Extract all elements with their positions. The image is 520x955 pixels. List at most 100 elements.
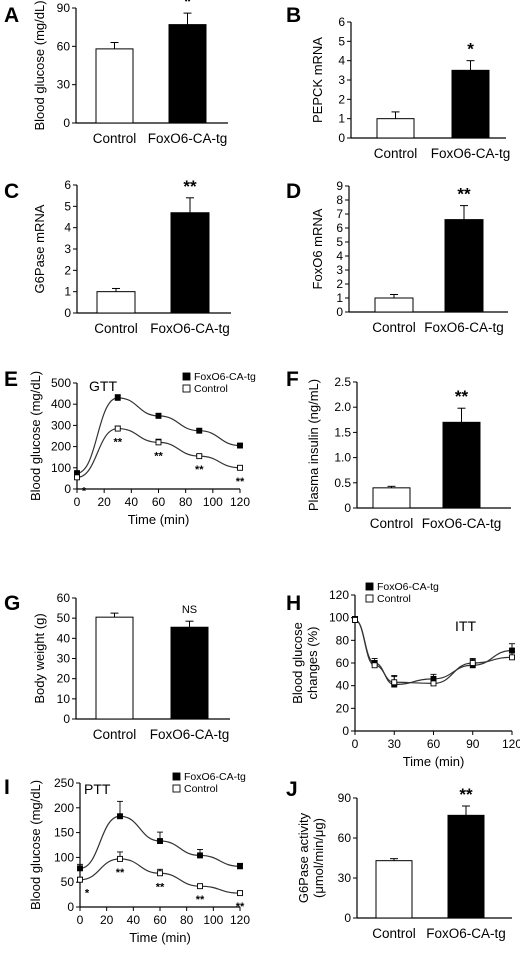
x-tick-label: 80 xyxy=(179,495,193,509)
y-tick-label: 300 xyxy=(51,418,71,432)
y-axis-label-group-7: Blood glucose changes (%) xyxy=(290,622,320,704)
y-tick-label: 4 xyxy=(64,221,71,235)
data-point xyxy=(157,870,163,877)
significance-label: * xyxy=(85,888,90,900)
y-tick-label: 5 xyxy=(336,235,343,249)
y-tick-label: 3 xyxy=(338,73,345,87)
data-point xyxy=(77,876,83,883)
y-tick-label: 0 xyxy=(342,724,349,738)
significance-label: ** xyxy=(183,177,197,196)
data-point xyxy=(74,474,80,481)
panel-label: H xyxy=(286,592,301,615)
category-label: Control xyxy=(372,926,416,941)
legend-label: Control xyxy=(184,783,218,795)
significance-label: * xyxy=(184,0,191,11)
y-tick-label: 6 xyxy=(338,15,345,29)
significance-label: ** xyxy=(113,437,122,449)
legend-marker xyxy=(365,582,374,591)
y-tick-label: 500 xyxy=(51,376,71,390)
category-label: FoxO6-CA-tg xyxy=(426,926,506,941)
category-label: FoxO6-CA-tg xyxy=(150,321,230,336)
x-tick-label: 80 xyxy=(180,913,194,927)
x-tick-label: 100 xyxy=(203,495,223,509)
legend-label: Control xyxy=(194,383,228,395)
chart-title: PTT xyxy=(84,781,111,797)
y-tick-label: 50 xyxy=(61,875,75,889)
x-axis-label: Time (min) xyxy=(128,512,190,527)
panel-label: E xyxy=(4,368,18,391)
panel-G: G 0 10 20 30 40 50 60 Control FoxO6-CA-tg NS xyxy=(4,591,230,742)
y-tick-label: 0 xyxy=(63,116,70,130)
data-point xyxy=(77,865,83,872)
significance-label: ** xyxy=(459,785,473,804)
y-tick-label: 0 xyxy=(336,305,343,319)
panel-F: F 0 0.5 1.0 1.5 2.0 2.5 Control FoxO6-CA-tg ** xyxy=(286,368,511,531)
panel-E: E 0 100 200 300 400 500 0 20 40 60 80 100 120 Time (mi… xyxy=(4,368,256,527)
y-tick-label: 10 xyxy=(57,692,71,706)
bar xyxy=(95,616,134,720)
y-tick-label: 0 xyxy=(344,911,351,925)
legend-label: Control xyxy=(377,593,411,605)
x-tick-label: 90 xyxy=(466,737,480,751)
y-tick-label: 0 xyxy=(338,131,345,145)
y-tick-label: 2.5 xyxy=(334,375,351,389)
x-tick-label: 60 xyxy=(427,737,441,751)
y-tick-label: 60 xyxy=(338,831,352,845)
y-tick-label: 1.5 xyxy=(334,425,351,439)
x-tick-label: 120 xyxy=(230,495,250,509)
y-tick-label: 1.0 xyxy=(334,451,351,465)
x-tick-label: 60 xyxy=(153,913,167,927)
y-tick-label: 200 xyxy=(54,801,74,815)
bar xyxy=(442,421,481,509)
y-tick-label: 9 xyxy=(336,179,343,193)
x-tick-label: 20 xyxy=(97,495,111,509)
y-axis-label: PEPCK mRNA xyxy=(310,37,325,123)
x-axis-label: Time (min) xyxy=(129,930,191,945)
significance-label: ** xyxy=(236,901,245,913)
bar xyxy=(96,291,136,314)
x-tick-label: 20 xyxy=(100,913,114,927)
y-tick-label: 5 xyxy=(338,34,345,48)
y-tick-label: 5 xyxy=(64,199,71,213)
y-axis-label: Blood glucose (mg/dL) xyxy=(28,371,43,501)
data-point xyxy=(114,394,121,401)
data-point xyxy=(352,616,358,623)
chart-title: GTT xyxy=(89,378,117,394)
data-point xyxy=(509,654,515,661)
legend-label: FoxO6-CA-tg xyxy=(194,371,256,383)
x-tick-label: 40 xyxy=(127,913,141,927)
x-tick-label: 120 xyxy=(502,737,520,751)
y-tick-label: 4 xyxy=(336,249,343,263)
y-tick-label: 80 xyxy=(336,633,350,647)
y-tick-label: 3 xyxy=(64,242,71,256)
panel-J: J 0 30 60 90 Control FoxO6-CA-tg ** xyxy=(286,778,512,941)
category-label: Control xyxy=(93,131,137,146)
data-point xyxy=(237,863,243,870)
y-tick-label: 1 xyxy=(338,112,345,126)
bar xyxy=(447,814,485,919)
legend-marker xyxy=(365,594,374,603)
significance-label: ** xyxy=(457,185,471,204)
y-axis-label-group-5: Plasma insulin (ng/mL) xyxy=(306,379,321,511)
y-tick-label: 100 xyxy=(51,461,71,475)
y-tick-label: 0 xyxy=(67,900,74,914)
y-tick-label: 0 xyxy=(63,712,70,726)
panel-label: I xyxy=(4,776,10,799)
bar xyxy=(375,860,413,919)
legend-label: FoxO6-CA-tg xyxy=(184,771,246,783)
y-axis-label-group-0: Blood glucose (mg/dL) xyxy=(32,0,47,130)
data-point xyxy=(237,890,243,897)
panel-label: G xyxy=(4,592,20,615)
x-tick-label: 0 xyxy=(77,913,84,927)
bar xyxy=(372,487,411,509)
y-tick-label: 3 xyxy=(336,263,343,277)
data-point xyxy=(469,660,476,666)
y-tick-label: 200 xyxy=(51,440,71,454)
y-tick-label: 6 xyxy=(336,221,343,235)
x-tick-label: 0 xyxy=(352,737,359,751)
y-tick-label: 8 xyxy=(336,193,343,207)
y-axis-label-group-6: Body weight (g) xyxy=(32,613,47,703)
y-tick-label: 2.0 xyxy=(334,400,351,414)
category-label: FoxO6-CA-tg xyxy=(422,516,502,531)
